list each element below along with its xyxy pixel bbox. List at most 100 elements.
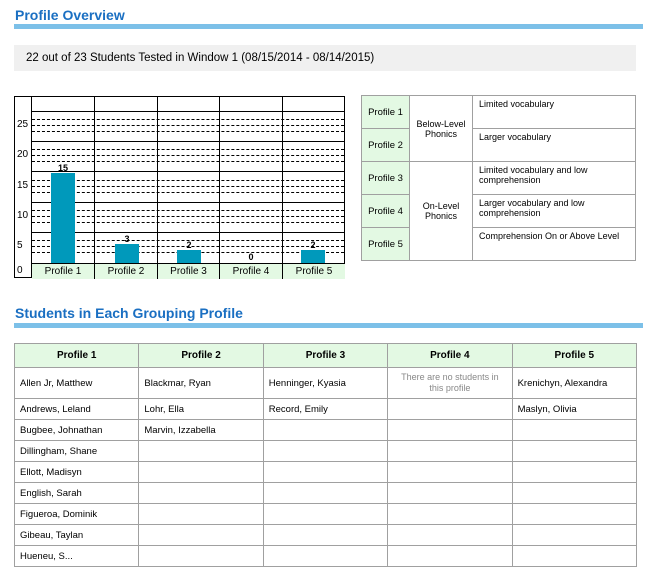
x-label: Profile 1 [32,264,95,279]
x-axis: Profile 1 Profile 2 Profile 3 Profile 4 … [32,263,345,279]
bar-value-label: 2 [186,240,192,250]
student-cell [138,524,264,546]
student-cell [511,503,638,525]
student-cell [387,398,513,420]
legend-profile: Profile 4 [361,194,410,228]
table-row: Hueneu, S... [13,545,638,567]
bar-value-label: 15 [57,163,68,173]
student-cell: Andrews, Leland [13,398,140,420]
student-cell: English, Sarah [13,482,140,504]
student-cell [262,524,389,546]
x-label: Profile 4 [220,264,283,279]
y-tick: 20 [17,149,29,160]
student-cell [138,503,264,525]
student-cell: Figueroa, Dominik [13,503,140,525]
student-cell [511,524,638,546]
student-cell [138,482,264,504]
student-cell [138,545,264,567]
student-cell: Lohr, Ella [138,398,264,420]
section-divider [14,24,643,29]
x-label: Profile 5 [283,264,345,279]
column-header: Profile 2 [138,343,264,368]
profile-legend-table: Profile 1 Below-Level Phonics Limited vo… [361,95,636,261]
table-row: Gibeau, Taylan [13,524,638,546]
student-cell: Blackmar, Ryan [138,367,264,399]
tested-summary: 22 out of 23 Students Tested in Window 1… [14,45,636,71]
student-cell [262,461,389,483]
y-tick: 5 [17,240,23,251]
student-cell [262,440,389,462]
bar-profile-1 [51,173,75,263]
student-cell [511,545,638,567]
student-cell: Marvin, Izzabella [138,419,264,441]
column-header: Profile 1 [13,343,140,368]
bar-value-label: 0 [248,252,254,262]
legend-profile: Profile 2 [361,128,410,162]
student-cell [387,419,513,441]
table-row: English, Sarah [13,482,638,504]
y-tick: 10 [17,210,29,221]
bar-value-label: 2 [310,240,316,250]
table-row: Allen Jr, Matthew Blackmar, Ryan Henning… [13,367,638,399]
section-divider [14,323,643,328]
student-cell [511,419,638,441]
student-cell [138,461,264,483]
student-cell [511,482,638,504]
table-row: Figueroa, Dominik [13,503,638,525]
student-cell: Krenichyn, Alexandra [511,367,638,399]
bar-profile-2 [115,244,139,263]
table-row: Ellott, Madisyn [13,461,638,483]
legend-description: Larger vocabulary [472,128,636,162]
bar-profile-5 [301,250,325,263]
table-row: Bugbee, Johnathan Marvin, Izzabella [13,419,638,441]
empty-profile-note: There are no students in this profile [387,367,513,399]
student-cell [262,503,389,525]
bar-profile-3 [177,250,201,263]
student-cell: Bugbee, Johnathan [13,419,140,441]
legend-profile: Profile 3 [361,161,410,195]
student-cell [262,545,389,567]
y-axis: 25 20 15 10 5 0 [15,97,32,277]
student-cell: Record, Emily [262,398,389,420]
student-cell [262,482,389,504]
legend-profile: Profile 1 [361,95,410,129]
y-tick: 25 [17,119,29,130]
table-row: Andrews, Leland Lohr, Ella Record, Emily… [13,398,638,420]
column-header: Profile 4 [387,343,513,368]
student-cell [387,440,513,462]
y-tick: 15 [17,180,29,191]
student-cell [387,524,513,546]
x-label: Profile 3 [158,264,220,279]
legend-description: Limited vocabulary [472,95,636,129]
legend-description: Larger vocabulary and low comprehension [472,194,636,228]
legend-description: Limited vocabulary and low comprehension [472,161,636,195]
students-section-title: Students in Each Grouping Profile [15,305,243,321]
student-cell [511,461,638,483]
student-cell [387,461,513,483]
table-row: Dillingham, Shane [13,440,638,462]
legend-group: Below-Level Phonics [409,95,473,162]
profile-bar-chart: 25 20 15 10 5 0 15 3 2 0 2 Profile 1 Pro… [14,96,345,279]
student-cell: Gibeau, Taylan [13,524,140,546]
students-table: Profile 1 Profile 2 Profile 3 Profile 4 … [13,343,638,567]
student-cell: Allen Jr, Matthew [13,367,140,399]
y-tick: 0 [17,265,23,276]
table-header-row: Profile 1 Profile 2 Profile 3 Profile 4 … [13,343,638,368]
student-cell: Henninger, Kyasia [262,367,389,399]
student-cell [387,545,513,567]
student-cell [138,440,264,462]
legend-profile: Profile 5 [361,227,410,261]
legend-description: Comprehension On or Above Level [472,227,636,261]
x-label: Profile 2 [95,264,158,279]
column-header: Profile 5 [511,343,638,368]
student-cell: Maslyn, Olivia [511,398,638,420]
legend-group: On-Level Phonics [409,161,473,261]
column-header: Profile 3 [262,343,389,368]
profile-overview-title: Profile Overview [15,7,125,23]
student-cell: Dillingham, Shane [13,440,140,462]
student-cell [262,419,389,441]
student-cell: Ellott, Madisyn [13,461,140,483]
student-cell [511,440,638,462]
student-cell [387,503,513,525]
student-cell [387,482,513,504]
